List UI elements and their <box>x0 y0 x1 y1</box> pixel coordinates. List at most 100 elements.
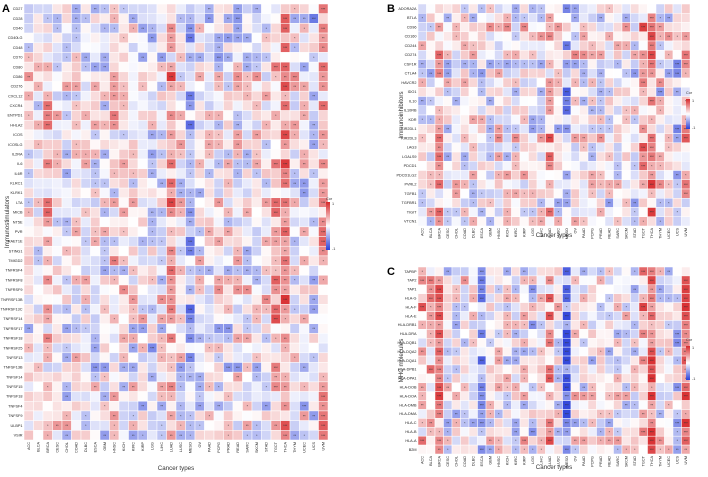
significance-mark: *** <box>650 137 655 141</box>
significance-mark: *** <box>188 250 193 254</box>
heatmap-cell <box>61 71 72 82</box>
significance-mark: * <box>247 434 249 438</box>
heatmap-cell <box>61 197 72 208</box>
heatmap-cell <box>223 129 234 140</box>
row-label: KDR <box>408 118 416 122</box>
significance-mark: *** <box>650 146 655 150</box>
heatmap-cell <box>545 284 555 294</box>
heatmap-cell <box>308 236 319 247</box>
column-label: COAD <box>463 456 467 467</box>
heatmap-cell <box>204 178 215 189</box>
heatmap-cell <box>261 313 272 324</box>
significance-mark: ** <box>103 56 106 60</box>
heatmap-cell <box>604 133 614 143</box>
heatmap-cell <box>118 149 129 160</box>
heatmap-cell <box>251 342 262 354</box>
heatmap-cell <box>587 427 597 437</box>
heatmap-cell <box>261 149 272 160</box>
significance-mark: ** <box>322 46 325 50</box>
heatmap-cell <box>681 77 691 88</box>
heatmap-cell <box>443 275 453 286</box>
heatmap-cell <box>213 23 224 34</box>
significance-mark: * <box>304 385 306 389</box>
column-label: BRCA <box>46 442 50 453</box>
heatmap-cell <box>502 96 512 106</box>
heatmap-cell <box>621 161 631 171</box>
heatmap-cell <box>553 444 563 455</box>
significance-mark: *** <box>321 7 326 11</box>
heatmap-cell <box>485 293 495 303</box>
heatmap-cell <box>604 40 614 51</box>
heatmap-cell <box>194 342 205 354</box>
heatmap-cell <box>147 410 158 421</box>
significance-mark: * <box>600 109 602 113</box>
significance-mark: ** <box>642 127 645 131</box>
heatmap-cell <box>52 362 63 373</box>
heatmap-cell <box>194 216 205 228</box>
significance-mark: *** <box>188 95 193 99</box>
significance-mark: ** <box>170 211 173 215</box>
heatmap-cell <box>204 371 215 383</box>
significance-mark: *** <box>188 308 193 312</box>
heatmap-cell <box>166 52 177 63</box>
heatmap-cell <box>80 32 91 44</box>
significance-mark: * <box>199 288 201 292</box>
significance-mark: * <box>218 133 220 137</box>
heatmap-cell <box>166 323 177 334</box>
heatmap-cell <box>621 31 631 42</box>
significance-mark: ** <box>293 182 296 186</box>
heatmap-cell <box>426 382 436 392</box>
heatmap-cell <box>672 400 682 410</box>
heatmap-cell <box>630 31 640 42</box>
heatmap-cell <box>511 198 521 208</box>
heatmap-cell <box>128 371 139 383</box>
heatmap-cell <box>468 364 478 375</box>
significance-mark: ** <box>303 162 306 166</box>
heatmap-cell <box>156 71 167 82</box>
significance-mark: * <box>524 16 526 20</box>
significance-mark: * <box>180 17 182 21</box>
heatmap-cell <box>562 207 572 217</box>
significance-mark: ** <box>480 72 483 76</box>
heatmap-cell <box>213 304 224 315</box>
heatmap-cell <box>80 371 91 383</box>
column-label: CHOL <box>454 456 458 467</box>
heatmap-cell <box>613 284 623 294</box>
significance-mark: * <box>161 424 163 428</box>
heatmap-cell <box>137 381 148 392</box>
significance-mark: *** <box>684 192 689 196</box>
heatmap-cell <box>251 381 262 392</box>
heatmap-cell <box>587 114 597 125</box>
significance-mark: * <box>133 414 135 418</box>
heatmap-cell <box>251 410 262 421</box>
heatmap-cell <box>185 381 196 392</box>
significance-mark: ** <box>293 124 296 128</box>
heatmap-cell <box>33 304 44 315</box>
significance-mark: * <box>47 66 49 70</box>
significance-mark: * <box>294 269 296 273</box>
heatmap-cell <box>156 100 167 111</box>
significance-mark: ** <box>151 133 154 137</box>
significance-mark: *** <box>548 297 553 301</box>
heatmap-cell <box>308 71 319 82</box>
heatmap-cell <box>156 3 167 14</box>
heatmap-cell <box>223 371 234 383</box>
significance-mark: ** <box>56 114 59 118</box>
heatmap-cell <box>109 333 120 344</box>
heatmap-cell <box>655 337 665 348</box>
significance-mark: * <box>266 37 268 41</box>
significance-mark: * <box>473 183 475 187</box>
significance-mark: * <box>304 27 306 31</box>
heatmap-cell <box>417 179 427 190</box>
heatmap-cell <box>194 100 205 111</box>
heatmap-cell <box>417 337 427 348</box>
significance-mark: * <box>583 81 585 85</box>
heatmap-cell <box>232 342 243 354</box>
heatmap-cell <box>299 342 310 354</box>
heatmap-cell <box>42 323 53 334</box>
significance-mark: * <box>142 308 144 312</box>
heatmap-cell <box>128 158 139 169</box>
heatmap-cell <box>604 59 614 69</box>
significance-mark: ** <box>132 201 135 205</box>
heatmap-cell <box>451 50 461 60</box>
